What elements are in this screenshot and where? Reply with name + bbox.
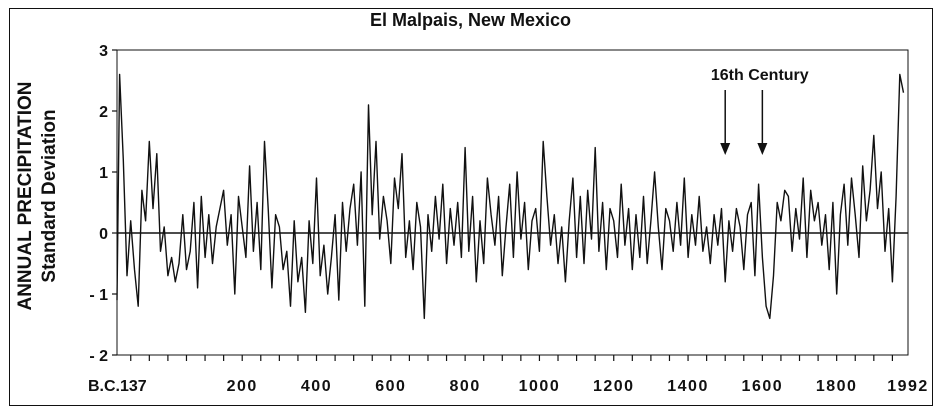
- y-tick-label: - 2: [89, 348, 108, 365]
- annotation-arrow-head: [757, 143, 768, 155]
- y-tick-label: - 1: [89, 287, 108, 304]
- x-tick-label: 1200: [593, 378, 635, 395]
- y-tick-label: 0: [99, 226, 108, 243]
- x-tick-label: 200: [227, 378, 258, 395]
- chart-frame: [9, 8, 933, 406]
- x-tick-label: 400: [301, 378, 332, 395]
- annotation-16th-century: 16th Century: [711, 67, 809, 84]
- x-tick-label: 600: [375, 378, 406, 395]
- x-tick-label: 1800: [816, 378, 858, 395]
- y-tick-label: 3: [99, 43, 108, 60]
- y-tick-label: 1: [99, 165, 108, 182]
- x-tick-label: B.C.137: [88, 378, 147, 395]
- chart-title: El Malpais, New Mexico: [369, 10, 572, 30]
- x-tick-label: 1992: [887, 378, 929, 395]
- x-tick-label: 1600: [742, 378, 784, 395]
- y-tick-label: 2: [99, 104, 108, 121]
- x-tick-label: 800: [450, 378, 481, 395]
- x-tick-label: 1400: [667, 378, 709, 395]
- plot-area-border: [116, 49, 909, 356]
- annotation-arrow-head: [720, 143, 731, 155]
- x-tick-label: 1000: [519, 378, 561, 395]
- precipitation-series-line: [116, 73, 905, 320]
